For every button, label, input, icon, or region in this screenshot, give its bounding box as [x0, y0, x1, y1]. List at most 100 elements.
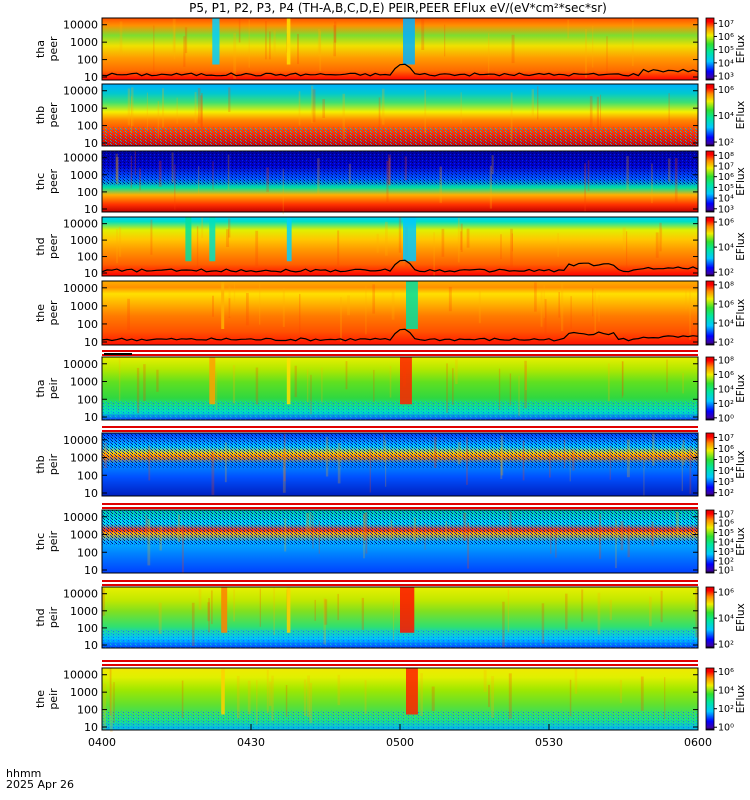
- probe-label: thc: [34, 173, 47, 190]
- y-tick-label: 10000: [63, 19, 98, 32]
- time-unit-label: hhmm: [6, 767, 42, 780]
- y-tick-label: 10000: [63, 669, 98, 682]
- y-tick-label: 10000: [63, 358, 98, 371]
- panel-thc-peir: 10 100 1000 10000 thc peir 10¹10²10³10⁴10⁵10⁶1…: [34, 509, 747, 577]
- potential-trace: [101, 328, 699, 342]
- colorbar-tick-label: 10⁶: [718, 444, 734, 455]
- colorbar-tick-label: 10⁴: [718, 384, 734, 395]
- colorbar-tick-label: 10⁷: [718, 161, 734, 172]
- colorbar-label: EFlux: [735, 527, 747, 555]
- event-column: [286, 587, 291, 633]
- colorbar-tick-label: 10⁶: [718, 299, 734, 310]
- event-column: [400, 357, 412, 405]
- y-tick-label: 10: [84, 203, 98, 216]
- x-tick-label: 0430: [237, 736, 265, 749]
- instrument-label: peer: [47, 36, 60, 62]
- y-tick-label: 1000: [70, 686, 98, 699]
- colorbar-tick-label: 10⁴: [718, 58, 734, 69]
- instrument-label: peer: [47, 234, 60, 260]
- y-tick-label: 100: [77, 54, 98, 67]
- date-label: 2025 Apr 26: [6, 778, 75, 791]
- y-tick-label: 10000: [63, 511, 98, 524]
- colorbar-tick-label: 10⁵: [718, 45, 734, 56]
- colorbar-tick-label: 10²: [718, 268, 734, 279]
- colorbar-tick-label: 10⁷: [718, 19, 734, 30]
- colorbar: [705, 17, 715, 81]
- probe-label: tha: [34, 40, 47, 58]
- potential-trace: [101, 259, 699, 273]
- colorbar: [705, 509, 715, 574]
- y-tick-label: 10: [84, 411, 98, 424]
- colorbar-label: EFlux: [735, 450, 747, 478]
- event-column: [221, 668, 225, 715]
- y-tick-label: 10: [84, 564, 98, 577]
- instrument-label: peir: [47, 688, 60, 710]
- y-tick-label: 100: [77, 469, 98, 482]
- colorbar-tick-label: 10⁷: [718, 509, 734, 520]
- colorbar-tick-label: 10⁰: [718, 723, 734, 734]
- colorbar-tick-label: 10⁴: [718, 243, 734, 254]
- colorbar-tick-label: 10¹: [718, 566, 734, 577]
- y-tick-label: 100: [77, 251, 98, 264]
- flag-bar: [102, 503, 698, 509]
- event-column: [221, 281, 225, 329]
- y-tick-label: 10: [84, 487, 98, 500]
- panel-frame: [101, 216, 699, 277]
- probe-label: thb: [34, 455, 47, 473]
- colorbar-label: EFlux: [735, 685, 747, 713]
- flag-bar: [102, 580, 698, 586]
- colorbar-tick-label: 10²: [718, 640, 734, 651]
- event-column: [406, 281, 418, 329]
- y-tick-label: 10: [84, 639, 98, 652]
- event-column: [403, 18, 415, 65]
- colorbar-tick-label: 10⁴: [718, 466, 734, 477]
- probe-label: the: [34, 690, 47, 708]
- y-tick-label: 1000: [70, 234, 98, 247]
- y-tick-label: 10000: [63, 85, 98, 98]
- panel-thc-peer: 10 100 1000 10000 thc peer 10³10⁴10⁵10⁶10⁷10⁸E…: [34, 150, 747, 216]
- colorbar: [705, 83, 715, 147]
- colorbar-label: EFlux: [735, 299, 747, 327]
- colorbar-tick-label: 10⁶: [718, 667, 734, 678]
- event-column: [286, 18, 291, 65]
- instrument-label: peir: [47, 377, 60, 399]
- colorbar-tick-label: 10⁸: [718, 280, 734, 291]
- colorbar: [705, 216, 715, 277]
- colorbar-tick-label: 10⁶: [718, 85, 734, 96]
- panel-frame: [101, 509, 699, 574]
- colorbar-tick-label: 10³: [718, 547, 734, 558]
- y-tick-label: 100: [77, 393, 98, 406]
- colorbar-tick-label: 10⁴: [718, 614, 734, 625]
- event-column: [212, 18, 220, 65]
- event-column: [403, 217, 417, 262]
- colorbar-tick-label: 10⁶: [718, 218, 734, 229]
- colorbar-tick-label: 10⁷: [718, 433, 734, 444]
- colorbar-tick-label: 10²: [718, 338, 734, 349]
- chart-title: P5, P1, P2, P3, P4 (TH-A,B,C,D,E) PEIR,P…: [189, 1, 607, 15]
- y-tick-label: 100: [77, 704, 98, 717]
- panel-frame: [101, 280, 699, 346]
- colorbar-tick-label: 10⁴: [718, 194, 734, 205]
- panel-frame: [101, 586, 699, 649]
- event-column: [286, 357, 291, 405]
- y-tick-label: 10000: [63, 152, 98, 165]
- colorbar-label: EFlux: [735, 374, 747, 402]
- flag-bar: [102, 660, 698, 666]
- y-tick-label: 10000: [63, 218, 98, 231]
- colorbar-tick-label: 10²: [718, 488, 734, 499]
- x-tick-label: 0400: [88, 736, 116, 749]
- colorbar-tick-label: 10³: [718, 477, 734, 488]
- colorbar-label: EFlux: [735, 603, 747, 631]
- spectrogram-the-peer: [102, 281, 698, 345]
- y-tick-label: 100: [77, 120, 98, 133]
- y-tick-label: 10: [84, 721, 98, 734]
- instrument-label: peir: [47, 453, 60, 475]
- colorbar: [705, 356, 715, 421]
- instrument-label: peer: [47, 102, 60, 128]
- instrument-label: peer: [47, 169, 60, 195]
- y-tick-label: 1000: [70, 36, 98, 49]
- colorbar-tick-label: 10²: [718, 704, 734, 715]
- probe-label: tha: [34, 379, 47, 397]
